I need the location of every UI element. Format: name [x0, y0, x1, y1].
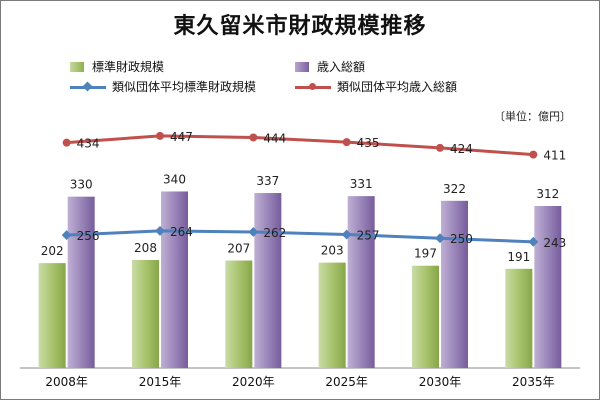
- legend-swatch-red-line: [295, 82, 331, 92]
- bar-total-revenue-1: [161, 191, 188, 368]
- line-value-label: 256: [77, 229, 100, 243]
- bar-value-label: 331: [350, 177, 373, 191]
- legend-item-total-revenue: 歳入総額: [295, 58, 365, 75]
- bar-standard-fiscal-scale-3: [318, 262, 346, 368]
- bar-value-label: 340: [163, 172, 186, 186]
- line-marker: [61, 230, 72, 241]
- line-marker: [248, 227, 259, 237]
- bar-total-revenue-2: [254, 193, 282, 368]
- x-tick-label: 2030年: [419, 375, 462, 389]
- legend-swatch-purple: [295, 61, 309, 72]
- line-marker: [342, 138, 351, 147]
- x-tick-label: 2025年: [325, 375, 368, 389]
- bar-total-revenue-3: [347, 196, 375, 368]
- legend-label: 歳入総額: [317, 60, 366, 74]
- line-value-label: 264: [170, 225, 193, 239]
- bar-value-label: 322: [443, 182, 466, 196]
- legend-label: 標準財政規模: [92, 60, 165, 74]
- unit-label: 〔単位：億円〕: [494, 110, 571, 123]
- bar-value-label: 330: [70, 178, 93, 192]
- bar-value-label: 207: [227, 242, 250, 256]
- bar-total-revenue-0: [67, 196, 95, 368]
- line-marker: [435, 233, 445, 244]
- line-value-label: 434: [77, 137, 100, 151]
- bar-standard-fiscal-scale-4: [412, 265, 439, 368]
- line-value-label: 447: [170, 130, 193, 144]
- legend-item-similar-avg-revenue: 類似団体平均歳入総額: [295, 78, 457, 95]
- legend-item-standard-fiscal-scale: 標準財政規模: [70, 58, 164, 75]
- legend-item-similar-avg-standard: 類似団体平均標準財政規模: [70, 78, 256, 95]
- line-marker: [156, 131, 164, 140]
- line-value-label: 262: [263, 226, 286, 240]
- bar-value-label: 202: [41, 244, 64, 258]
- bar-standard-fiscal-scale-5: [505, 268, 533, 368]
- legend-swatch-blue-line: [70, 81, 106, 92]
- x-tick-label: 2015年: [139, 375, 182, 389]
- line-similar-avg-revenue: [66, 134, 534, 157]
- bar-value-label: 191: [507, 250, 530, 264]
- bar-value-label: 312: [536, 187, 559, 201]
- bar-total-revenue-5: [534, 206, 562, 368]
- line-marker: [62, 138, 71, 147]
- line-similar-avg-standard: [66, 229, 534, 244]
- line-marker: [436, 143, 444, 152]
- line-marker: [529, 150, 538, 159]
- x-tick-label: 2035年: [512, 375, 555, 389]
- bar-value-label: 337: [256, 174, 279, 188]
- legend-label: 類似団体平均歳入総額: [337, 80, 458, 94]
- bar-value-label: 208: [134, 241, 157, 255]
- bar-standard-fiscal-scale-1: [132, 260, 159, 368]
- bar-value-label: 197: [414, 247, 437, 261]
- line-value-label: 424: [450, 142, 473, 156]
- chart-title: 東久留米市財政規模推移: [173, 14, 427, 39]
- bar-standard-fiscal-scale-2: [225, 260, 253, 368]
- line-value-label: 250: [450, 232, 473, 246]
- x-tick-label: 2020年: [232, 375, 275, 389]
- line-marker: [528, 236, 539, 247]
- bar-value-label: 203: [321, 244, 344, 258]
- bar-standard-fiscal-scale-0: [38, 263, 66, 368]
- line-value-label: 444: [263, 131, 286, 145]
- line-value-label: 435: [357, 136, 380, 150]
- line-marker: [341, 229, 352, 240]
- line-value-label: 257: [357, 229, 380, 243]
- bar-total-revenue-4: [441, 200, 468, 368]
- line-marker: [155, 225, 165, 236]
- x-tick-label: 2008年: [45, 375, 88, 389]
- line-marker: [249, 133, 258, 142]
- legend-label: 類似団体平均標準財政規模: [112, 80, 257, 94]
- line-value-label: 411: [543, 149, 566, 163]
- legend-swatch-green: [70, 61, 84, 72]
- line-value-label: 243: [543, 236, 566, 250]
